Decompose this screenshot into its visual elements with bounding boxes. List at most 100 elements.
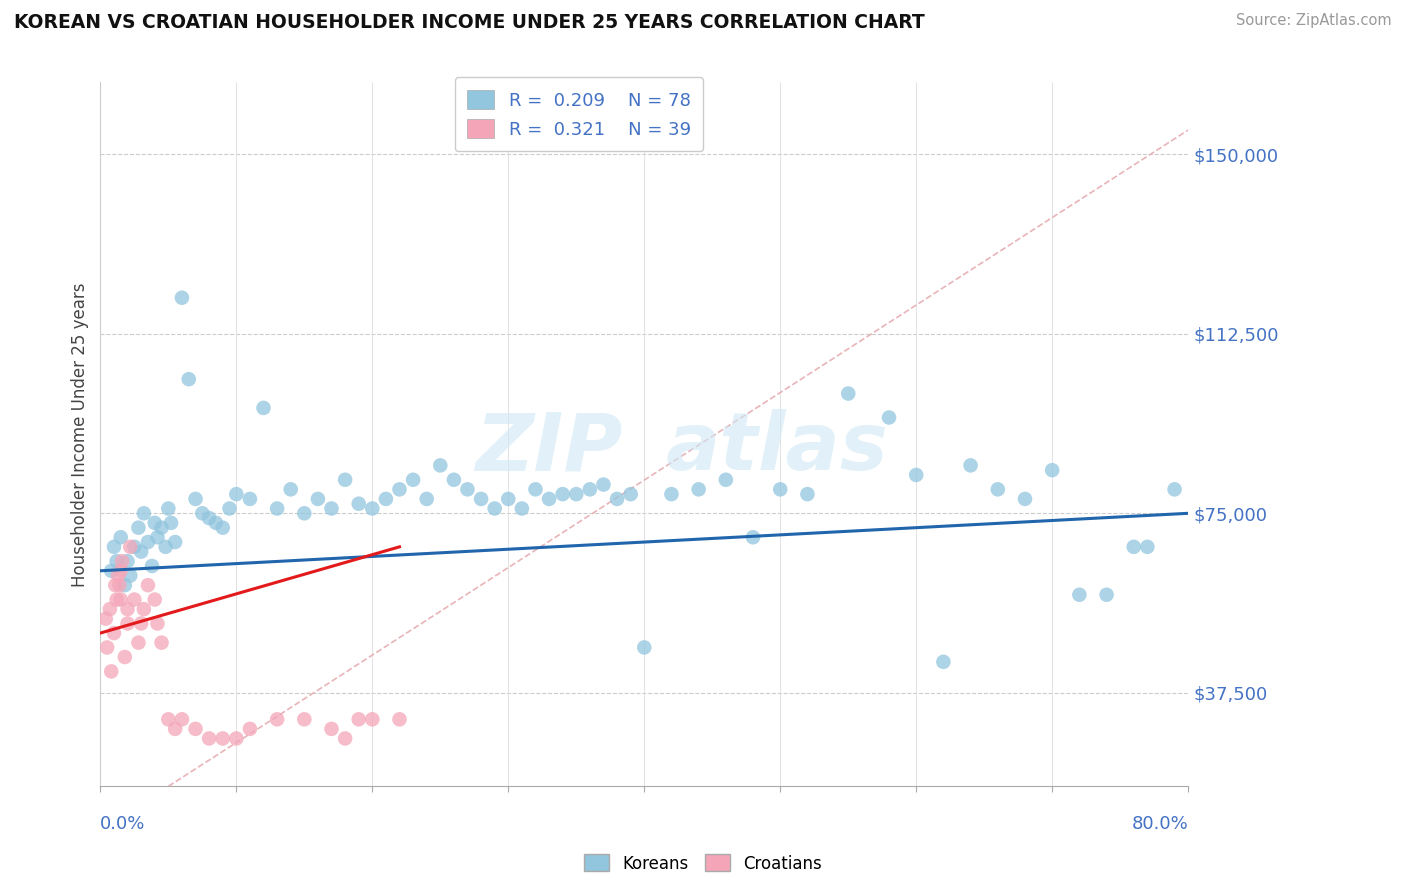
Point bbox=[129, 616, 152, 631]
Point bbox=[94, 612, 117, 626]
Point bbox=[114, 650, 136, 665]
Point bbox=[280, 483, 302, 497]
Point bbox=[266, 501, 288, 516]
Point bbox=[114, 578, 136, 592]
Point bbox=[347, 712, 370, 726]
Point bbox=[105, 592, 128, 607]
Point bbox=[117, 602, 139, 616]
Point bbox=[1136, 540, 1159, 554]
Point bbox=[321, 722, 343, 736]
Point bbox=[124, 540, 146, 554]
Point bbox=[165, 535, 187, 549]
Point bbox=[239, 491, 262, 506]
Point bbox=[198, 511, 221, 525]
Text: ZIP: ZIP bbox=[475, 409, 623, 487]
Point bbox=[155, 540, 177, 554]
Point bbox=[374, 491, 396, 506]
Point bbox=[551, 487, 574, 501]
Point bbox=[184, 722, 207, 736]
Point bbox=[150, 635, 173, 649]
Point bbox=[633, 640, 655, 655]
Point bbox=[538, 491, 561, 506]
Text: KOREAN VS CROATIAN HOUSEHOLDER INCOME UNDER 25 YEARS CORRELATION CHART: KOREAN VS CROATIAN HOUSEHOLDER INCOME UN… bbox=[14, 13, 925, 32]
Point bbox=[111, 554, 134, 568]
Point bbox=[361, 712, 384, 726]
Point bbox=[321, 501, 343, 516]
Point bbox=[456, 483, 478, 497]
Point bbox=[170, 712, 193, 726]
Text: 0.0%: 0.0% bbox=[100, 815, 146, 833]
Point bbox=[120, 568, 142, 582]
Point bbox=[110, 530, 132, 544]
Point bbox=[146, 616, 169, 631]
Point bbox=[796, 487, 818, 501]
Point bbox=[742, 530, 765, 544]
Point bbox=[141, 559, 163, 574]
Point bbox=[1040, 463, 1063, 477]
Point bbox=[361, 501, 384, 516]
Point bbox=[905, 467, 928, 482]
Point bbox=[129, 544, 152, 558]
Point bbox=[1069, 588, 1091, 602]
Point bbox=[524, 483, 547, 497]
Point bbox=[429, 458, 451, 473]
Point bbox=[498, 491, 520, 506]
Point bbox=[103, 626, 125, 640]
Point bbox=[117, 616, 139, 631]
Point bbox=[218, 501, 240, 516]
Point bbox=[1014, 491, 1036, 506]
Point bbox=[510, 501, 533, 516]
Point bbox=[620, 487, 643, 501]
Legend: R =  0.209    N = 78, R =  0.321    N = 39: R = 0.209 N = 78, R = 0.321 N = 39 bbox=[454, 77, 703, 151]
Point bbox=[225, 731, 247, 746]
Point bbox=[136, 578, 159, 592]
Point bbox=[565, 487, 588, 501]
Point bbox=[170, 291, 193, 305]
Point bbox=[136, 535, 159, 549]
Point bbox=[1095, 588, 1118, 602]
Point bbox=[592, 477, 614, 491]
Point bbox=[388, 712, 411, 726]
Point bbox=[484, 501, 506, 516]
Point bbox=[205, 516, 228, 530]
Point bbox=[292, 506, 315, 520]
Point bbox=[132, 506, 155, 520]
Point bbox=[177, 372, 200, 386]
Point bbox=[191, 506, 214, 520]
Y-axis label: Householder Income Under 25 years: Householder Income Under 25 years bbox=[72, 282, 89, 587]
Point bbox=[415, 491, 437, 506]
Point bbox=[877, 410, 900, 425]
Point bbox=[127, 635, 149, 649]
Point bbox=[292, 712, 315, 726]
Point bbox=[443, 473, 465, 487]
Point bbox=[160, 516, 183, 530]
Point bbox=[132, 602, 155, 616]
Point bbox=[104, 578, 127, 592]
Point bbox=[347, 497, 370, 511]
Text: 80.0%: 80.0% bbox=[1132, 815, 1188, 833]
Point bbox=[124, 592, 146, 607]
Point bbox=[579, 483, 602, 497]
Point bbox=[150, 521, 173, 535]
Point bbox=[661, 487, 683, 501]
Point bbox=[211, 731, 233, 746]
Point bbox=[402, 473, 425, 487]
Point bbox=[959, 458, 981, 473]
Point bbox=[388, 483, 411, 497]
Point bbox=[470, 491, 492, 506]
Point bbox=[98, 602, 121, 616]
Point bbox=[333, 731, 356, 746]
Point bbox=[146, 530, 169, 544]
Point bbox=[606, 491, 628, 506]
Point bbox=[769, 483, 792, 497]
Point bbox=[120, 540, 142, 554]
Point bbox=[100, 665, 122, 679]
Point bbox=[714, 473, 737, 487]
Point bbox=[110, 564, 132, 578]
Point bbox=[307, 491, 329, 506]
Legend: Koreans, Croatians: Koreans, Croatians bbox=[578, 847, 828, 880]
Point bbox=[1163, 483, 1185, 497]
Text: Source: ZipAtlas.com: Source: ZipAtlas.com bbox=[1236, 13, 1392, 29]
Point bbox=[932, 655, 955, 669]
Text: atlas: atlas bbox=[666, 409, 889, 487]
